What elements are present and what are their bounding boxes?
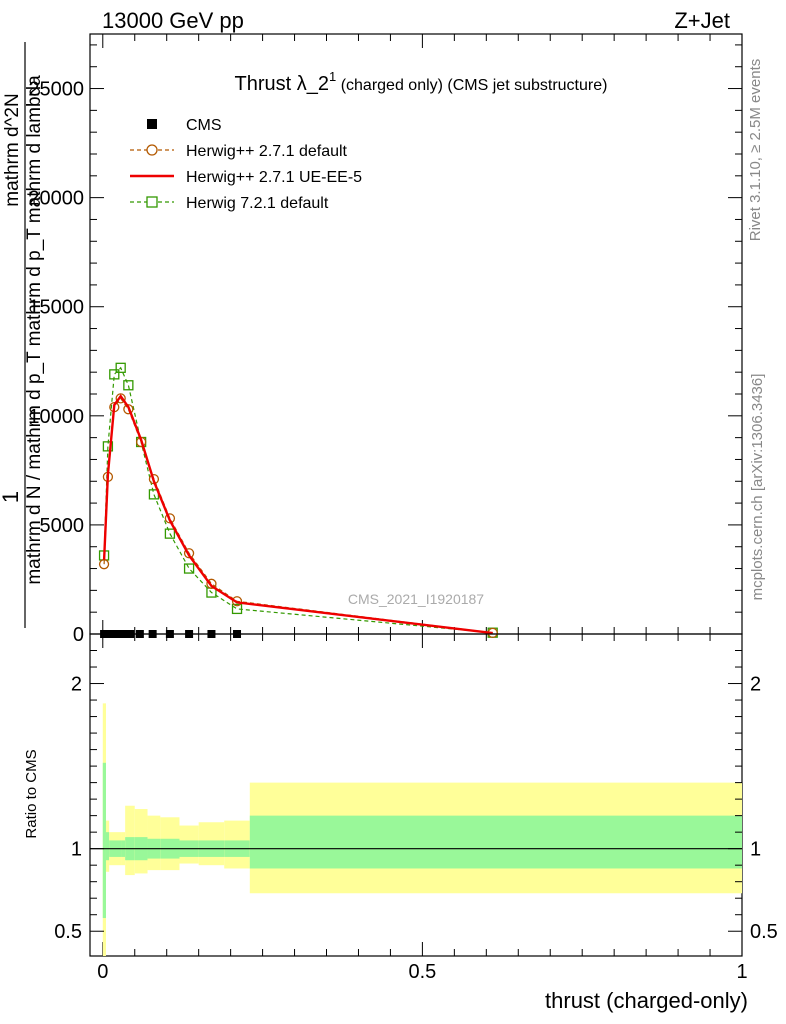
legend-label: Herwig++ 2.7.1 default (186, 143, 348, 160)
x-tick-label: 0.5 (408, 961, 436, 983)
main-title: Thrust λ_21 (charged only) (CMS jet subs… (235, 69, 608, 95)
main-title-sup: 1 (329, 69, 336, 84)
legend-square-marker (146, 196, 158, 208)
y-tick-label: 15000 (28, 297, 84, 319)
series-2-point (183, 563, 195, 574)
ratio-y-tick-label-left: 2 (71, 674, 82, 696)
ratio-y-tick-label-right: 1 (750, 839, 761, 861)
ratio-plot-area: 0 0.5 10.5 0.51 12 2 (54, 633, 778, 983)
ratio-band-inner (102, 762, 106, 919)
analysis-watermark: CMS_2021_I1920187 (348, 591, 484, 607)
series-0-point (183, 548, 195, 559)
legend-label: Herwig++ 2.7.1 UE-EE-5 (186, 169, 362, 186)
mcplots-label: mcplots.cern.ch [arXiv:1306.3436] (749, 374, 766, 601)
x-axis-label: thrust (charged-only) (545, 988, 748, 1013)
series-line-0 (103, 397, 493, 634)
series-2-point (102, 441, 114, 452)
series-0-point (123, 404, 134, 415)
ratio-y-label: Ratio to CMS (23, 749, 40, 838)
legend-circle-marker (146, 144, 158, 156)
series-0-point (231, 596, 243, 607)
series-2-point (231, 603, 243, 615)
ratio-y-tick-label-left: 0.5 (54, 921, 82, 943)
y-axis-label-denominator: mathrm d N / mathrm d p_T mathrm d p_T m… (24, 75, 45, 585)
y-axis-label-top: mathrm d^2N (2, 93, 23, 206)
ratio-band-inner (249, 815, 742, 869)
main-title-text: Thrust λ_2 (235, 73, 329, 95)
legend-label: Herwig 7.2.1 default (186, 195, 329, 212)
y-tick-label: 20000 (28, 188, 84, 210)
ratio-band-inner (105, 832, 110, 861)
rivet-version-label: Rivet 3.1.10, ≥ 2.5M events (747, 59, 764, 242)
y-axis-label-numerator: 1 (0, 491, 23, 503)
legend-cms-marker (147, 119, 157, 129)
series-2-point (109, 369, 120, 380)
y-tick-label: 10000 (28, 406, 84, 428)
x-tick-label: 1 (736, 961, 747, 983)
series-0-point (115, 393, 126, 404)
ratio-y-tick-label-left: 1 (71, 839, 82, 861)
y-tick-label: 5000 (40, 515, 85, 537)
y-tick-label: 0 (73, 624, 84, 646)
series-line-1 (102, 394, 493, 635)
legend: CMS Herwig++ 2.7.1 default Herwig++ 2.7.1 … (130, 117, 362, 212)
x-tick-label: 0 (97, 961, 108, 983)
y-axis-label: 1 mathrm d N / mathrm d p_T mathrm d p_T… (0, 42, 45, 628)
ratio-y-tick-label-right: 2 (750, 674, 761, 696)
y-tick-label: 25000 (28, 79, 84, 101)
ratio-y-tick-label-right: 0.5 (750, 921, 778, 943)
main-title-rest: (charged only) (CMS jet substructure) (336, 77, 607, 94)
series-0-point (206, 578, 217, 589)
series-2-point (164, 528, 176, 539)
legend-label: CMS (186, 117, 222, 134)
series-2-point (115, 362, 126, 373)
main-plot-area: 0 5000 10000 15000 20000 25000 (28, 33, 743, 646)
series-2-point (123, 380, 134, 391)
header-process-label: Z+Jet (674, 8, 730, 33)
header-energy-label: 13000 GeV pp (102, 8, 244, 33)
